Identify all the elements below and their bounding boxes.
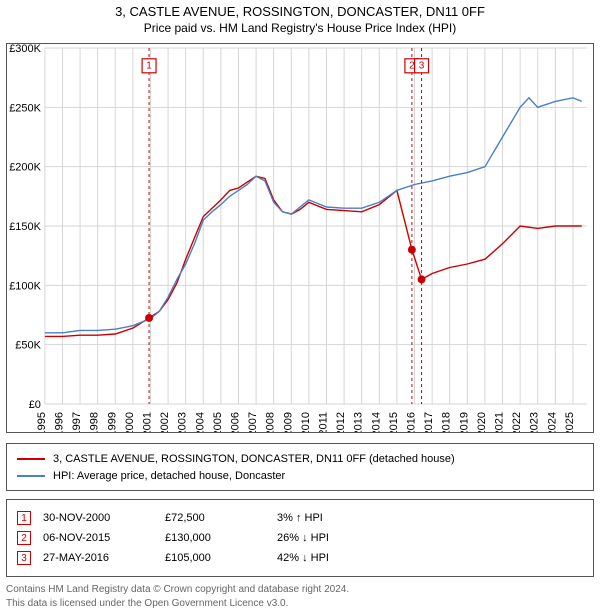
svg-text:2012: 2012 bbox=[335, 412, 347, 432]
chart-container: £0 £50K £100K £150K £200K £250K £300K 1995 1996 1… bbox=[6, 43, 594, 433]
sales-delta: 26% ↓ HPI bbox=[277, 532, 329, 544]
svg-text:£300K: £300K bbox=[9, 44, 41, 55]
svg-text:2022: 2022 bbox=[511, 412, 523, 432]
legend-label: 3, CASTLE AVENUE, ROSSINGTON, DONCASTER,… bbox=[53, 453, 455, 465]
sales-price: £105,000 bbox=[165, 552, 265, 564]
svg-text:2010: 2010 bbox=[300, 412, 312, 432]
sales-row: 1 30-NOV-2000 £72,500 3% ↑ HPI bbox=[17, 508, 583, 528]
sales-price: £72,500 bbox=[165, 512, 265, 524]
legend-swatch bbox=[17, 475, 45, 477]
svg-text:£250K: £250K bbox=[9, 102, 41, 114]
legend-label: HPI: Average price, detached house, Donc… bbox=[53, 470, 285, 482]
svg-text:1995: 1995 bbox=[36, 412, 48, 432]
sales-table: 1 30-NOV-2000 £72,500 3% ↑ HPI 2 06-NOV-2015 £… bbox=[6, 499, 594, 577]
sales-delta: 3% ↑ HPI bbox=[277, 512, 323, 524]
svg-text:2014: 2014 bbox=[370, 412, 382, 432]
svg-text:3: 3 bbox=[419, 60, 425, 71]
svg-text:2007: 2007 bbox=[247, 412, 259, 432]
svg-text:2016: 2016 bbox=[406, 412, 418, 432]
sales-index-badge: 1 bbox=[17, 511, 31, 525]
svg-text:£50K: £50K bbox=[15, 340, 41, 352]
chart-svg: £0 £50K £100K £150K £200K £250K £300K 1995 1996 1… bbox=[7, 44, 593, 432]
svg-text:£0: £0 bbox=[29, 399, 41, 411]
legend-swatch bbox=[17, 458, 45, 460]
svg-text:£100K: £100K bbox=[9, 280, 41, 292]
svg-text:1999: 1999 bbox=[106, 412, 118, 432]
svg-text:2004: 2004 bbox=[194, 412, 206, 432]
sales-price: £130,000 bbox=[165, 532, 265, 544]
footer-line-2: This data is licensed under the Open Gov… bbox=[6, 597, 594, 610]
svg-text:2023: 2023 bbox=[529, 412, 541, 432]
sales-row: 3 27-MAY-2016 £105,000 42% ↓ HPI bbox=[17, 548, 583, 568]
sales-index-badge: 3 bbox=[17, 551, 31, 565]
sales-date: 30-NOV-2000 bbox=[43, 512, 153, 524]
svg-text:2008: 2008 bbox=[265, 412, 277, 432]
svg-text:2003: 2003 bbox=[177, 412, 189, 432]
sales-delta: 42% ↓ HPI bbox=[277, 552, 329, 564]
chart-title: 3, CASTLE AVENUE, ROSSINGTON, DONCASTER,… bbox=[6, 4, 594, 19]
svg-text:2019: 2019 bbox=[458, 412, 470, 432]
legend-row: HPI: Average price, detached house, Donc… bbox=[17, 467, 583, 484]
svg-text:2015: 2015 bbox=[388, 412, 400, 432]
svg-text:1998: 1998 bbox=[89, 412, 101, 432]
svg-text:2020: 2020 bbox=[476, 412, 488, 432]
sales-index-badge: 2 bbox=[17, 531, 31, 545]
svg-text:2006: 2006 bbox=[230, 412, 242, 432]
footer-attribution: Contains HM Land Registry data © Crown c… bbox=[6, 583, 594, 610]
svg-text:£200K: £200K bbox=[9, 162, 41, 174]
sales-date: 27-MAY-2016 bbox=[43, 552, 153, 564]
svg-text:2017: 2017 bbox=[423, 412, 435, 432]
svg-text:1996: 1996 bbox=[53, 412, 65, 432]
svg-text:2005: 2005 bbox=[212, 412, 224, 432]
svg-text:2025: 2025 bbox=[564, 412, 576, 432]
svg-text:2000: 2000 bbox=[124, 412, 136, 432]
svg-text:2024: 2024 bbox=[546, 412, 558, 432]
svg-text:1: 1 bbox=[146, 60, 152, 71]
svg-text:2021: 2021 bbox=[494, 412, 506, 432]
legend-box: 3, CASTLE AVENUE, ROSSINGTON, DONCASTER,… bbox=[6, 443, 594, 491]
svg-text:2002: 2002 bbox=[159, 412, 171, 432]
svg-text:1997: 1997 bbox=[71, 412, 83, 432]
svg-text:2009: 2009 bbox=[282, 412, 294, 432]
sales-date: 06-NOV-2015 bbox=[43, 532, 153, 544]
svg-text:£150K: £150K bbox=[9, 221, 41, 233]
chart-subtitle: Price paid vs. HM Land Registry's House … bbox=[6, 21, 594, 35]
svg-text:2013: 2013 bbox=[353, 412, 365, 432]
legend-row: 3, CASTLE AVENUE, ROSSINGTON, DONCASTER,… bbox=[17, 450, 583, 467]
svg-text:2018: 2018 bbox=[441, 412, 453, 432]
svg-text:2001: 2001 bbox=[141, 412, 153, 432]
svg-text:2011: 2011 bbox=[318, 412, 330, 432]
sales-row: 2 06-NOV-2015 £130,000 26% ↓ HPI bbox=[17, 528, 583, 548]
